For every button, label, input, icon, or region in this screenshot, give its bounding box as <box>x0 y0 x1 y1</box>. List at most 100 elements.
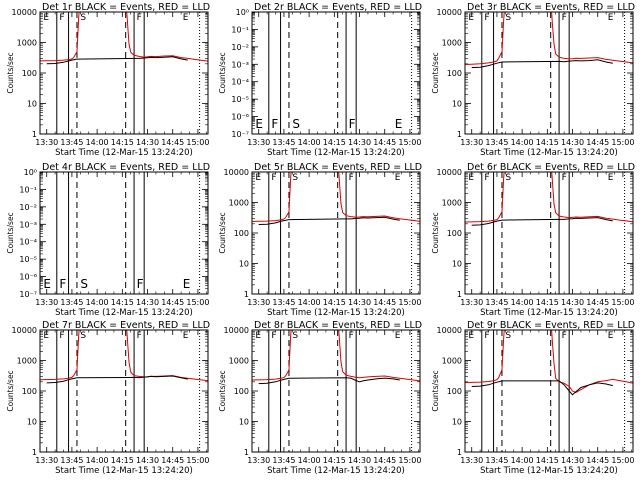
chart-panel-7r: Det 7r BLACK = Events, RED = LLD 1 10 100 10… <box>6 320 210 476</box>
x-tick-label: 14:30 <box>348 138 371 147</box>
x-tick-label: 13:45 <box>485 138 508 147</box>
y-tick-label: 1000 <box>17 39 37 48</box>
y-tick-label: 1 <box>457 130 462 139</box>
x-tick-label: 13:30 <box>247 456 270 465</box>
phase-marker-e: E <box>395 117 403 131</box>
y-tick-label: 10000 <box>224 326 249 335</box>
plot-frame <box>251 11 421 135</box>
chart-panel-3r: Det 3r BLACK = Events, RED = LLD 1 10 100 10… <box>431 2 635 158</box>
x-tick-label: 14:00 <box>298 138 321 147</box>
phase-marker-e: E <box>255 173 261 183</box>
y-tick-label: 1 <box>32 130 37 139</box>
y-tick-label: 10 <box>452 260 462 269</box>
phase-marker-e: E <box>468 331 474 341</box>
x-tick-label: 13:30 <box>35 456 58 465</box>
x-tick-label: 14:15 <box>111 456 134 465</box>
phase-marker-e: E <box>468 13 474 23</box>
phase-marker-f: F <box>562 13 567 23</box>
x-tick-label: 14:15 <box>111 138 134 147</box>
panel-title: Det 7r BLACK = Events, RED = LLD <box>42 320 210 331</box>
y-tick-label: 10000 <box>12 8 37 17</box>
y-tick-label: 1000 <box>442 199 462 208</box>
phase-marker-s: S <box>292 117 300 131</box>
x-tick-label: 15:00 <box>186 298 209 307</box>
plot-frame <box>464 329 634 453</box>
y-axis-label: Counts/sec <box>6 370 15 411</box>
x-tick-label: 14:00 <box>511 298 534 307</box>
x-tick-label: 14:45 <box>161 138 184 147</box>
y-tick-label: 1 <box>457 290 462 299</box>
series-red-line <box>465 330 633 393</box>
phase-marker-s: S <box>80 13 86 23</box>
phase-marker-s: S <box>292 331 298 341</box>
plot-frame <box>464 11 634 135</box>
panel-title: Det 6r BLACK = Events, RED = LLD <box>467 162 635 173</box>
x-tick-label: 14:45 <box>586 138 609 147</box>
phase-marker-e: E <box>395 331 401 341</box>
phase-marker-e: E <box>608 13 614 23</box>
phase-marker-f: F <box>59 13 64 23</box>
phase-marker-s: S <box>505 173 511 183</box>
y-tick-label: 100 <box>447 229 462 238</box>
series-black-line <box>46 375 188 384</box>
x-tick-label: 15:00 <box>611 298 634 307</box>
y-tick-label: 100 <box>447 387 462 396</box>
x-tick-label: 14:15 <box>323 298 346 307</box>
y-tick-label: 1000 <box>442 357 462 366</box>
phase-marker-f: F <box>271 173 276 183</box>
phase-marker-e: E <box>43 331 49 341</box>
x-tick-label: 14:00 <box>298 298 321 307</box>
phase-marker-e: E <box>608 331 614 341</box>
y-axis-label: Counts/sec <box>431 52 440 93</box>
x-tick-label: 13:30 <box>35 138 58 147</box>
y-axis-label: Counts/sec <box>6 52 15 93</box>
x-tick-label: 13:30 <box>247 298 270 307</box>
y-tick-label: 10000 <box>437 8 462 17</box>
x-tick-label: 14:15 <box>536 298 559 307</box>
x-tick-label: 14:30 <box>561 298 584 307</box>
x-tick-label: 13:45 <box>272 456 295 465</box>
x-tick-label: 14:45 <box>586 298 609 307</box>
x-tick-label: 14:15 <box>536 138 559 147</box>
y-tick-label: 10⁻³ <box>231 60 249 69</box>
phase-marker-f: F <box>349 331 354 341</box>
y-tick-label: 10000 <box>437 326 462 335</box>
x-axis-label: Start Time (12-Mar-15 13:24:20) <box>267 466 405 476</box>
phase-marker-f: F <box>484 173 489 183</box>
x-tick-label: 13:30 <box>460 456 483 465</box>
y-tick-label: 1000 <box>229 199 249 208</box>
phase-marker-e: E <box>183 331 189 341</box>
y-tick-label: 10⁻⁴ <box>19 238 37 247</box>
phase-marker-e: E <box>608 173 614 183</box>
y-tick-label: 10 <box>239 418 249 427</box>
x-tick-label: 14:30 <box>561 456 584 465</box>
series-black-line <box>471 380 613 396</box>
x-tick-label: 14:15 <box>111 298 134 307</box>
plot-frame <box>39 171 209 295</box>
chart-panel-5r: Det 5r BLACK = Events, RED = LLD 1 10 100 10… <box>218 162 422 318</box>
x-tick-label: 13:45 <box>60 456 83 465</box>
x-axis-label: Start Time (12-Mar-15 13:24:20) <box>480 308 618 318</box>
series-black-line <box>471 217 613 226</box>
y-tick-label: 100 <box>234 229 249 238</box>
x-axis-label: Start Time (12-Mar-15 13:24:20) <box>267 308 405 318</box>
y-axis-label: Counts/sec <box>218 212 227 253</box>
series-black-line <box>258 216 400 225</box>
y-tick-label: 10⁻⁷ <box>231 130 249 139</box>
x-tick-label: 15:00 <box>611 138 634 147</box>
y-axis-label: Counts/sec <box>431 370 440 411</box>
y-axis-label: Counts/sec <box>6 212 15 253</box>
y-tick-label: 10000 <box>224 168 249 177</box>
phase-marker-f: F <box>562 173 567 183</box>
x-tick-label: 13:45 <box>60 138 83 147</box>
y-tick-label: 10 <box>452 100 462 109</box>
x-tick-label: 14:45 <box>373 298 396 307</box>
phase-marker-s: S <box>505 13 511 23</box>
plot-frame <box>251 171 421 295</box>
x-tick-label: 14:30 <box>348 298 371 307</box>
y-axis-label: Counts/sec <box>431 212 440 253</box>
x-tick-label: 14:30 <box>561 138 584 147</box>
phase-marker-e: E <box>183 277 191 291</box>
y-tick-label: 10⁻⁵ <box>231 95 249 104</box>
panel-title: Det 1r BLACK = Events, RED = LLD <box>42 2 210 13</box>
